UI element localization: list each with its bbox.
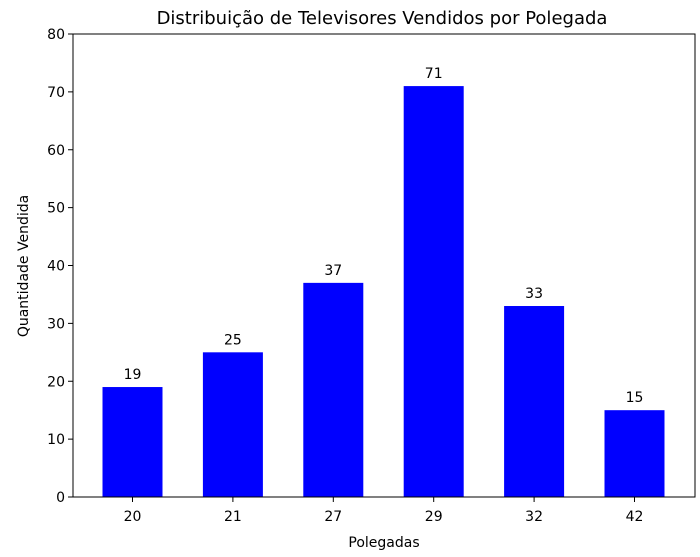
bar <box>504 306 565 497</box>
data-label: 15 <box>626 390 644 406</box>
y-tick-label: 40 <box>47 259 65 275</box>
data-label: 37 <box>324 263 342 279</box>
bar <box>202 352 263 497</box>
chart-title: Distribuição de Televisores Vendidos por… <box>157 8 608 29</box>
plot-frame <box>72 33 696 498</box>
y-tick-label: 30 <box>47 316 65 332</box>
data-label: 33 <box>525 286 543 302</box>
x-tick-label: 27 <box>324 509 342 525</box>
y-axis-label: Quantidade Vendida <box>16 195 32 337</box>
x-tick-label: 32 <box>525 509 543 525</box>
y-tick-label: 80 <box>47 27 65 43</box>
bar <box>604 410 665 497</box>
y-tick-label: 20 <box>47 374 65 390</box>
bar <box>102 387 163 497</box>
data-label: 19 <box>124 367 142 383</box>
y-tick-label: 50 <box>47 201 65 217</box>
data-label: 71 <box>425 66 443 82</box>
x-axis-label: Polegadas <box>348 535 419 551</box>
bar <box>403 86 464 498</box>
data-label: 25 <box>224 332 242 348</box>
x-tick-label: 42 <box>626 509 644 525</box>
y-tick-label: 70 <box>47 85 65 101</box>
x-tick-label: 20 <box>124 509 142 525</box>
y-tick-label: 0 <box>56 490 65 506</box>
y-tick-label: 10 <box>47 432 65 448</box>
x-tick-label: 21 <box>224 509 242 525</box>
plot-area: 0 10 20 30 40 50 60 70 80 20 19 21 25 27 37 29 71 32 33 42 1… <box>47 27 665 525</box>
x-tick-label: 29 <box>425 509 443 525</box>
y-tick-label: 60 <box>47 143 65 159</box>
bar <box>303 282 364 497</box>
